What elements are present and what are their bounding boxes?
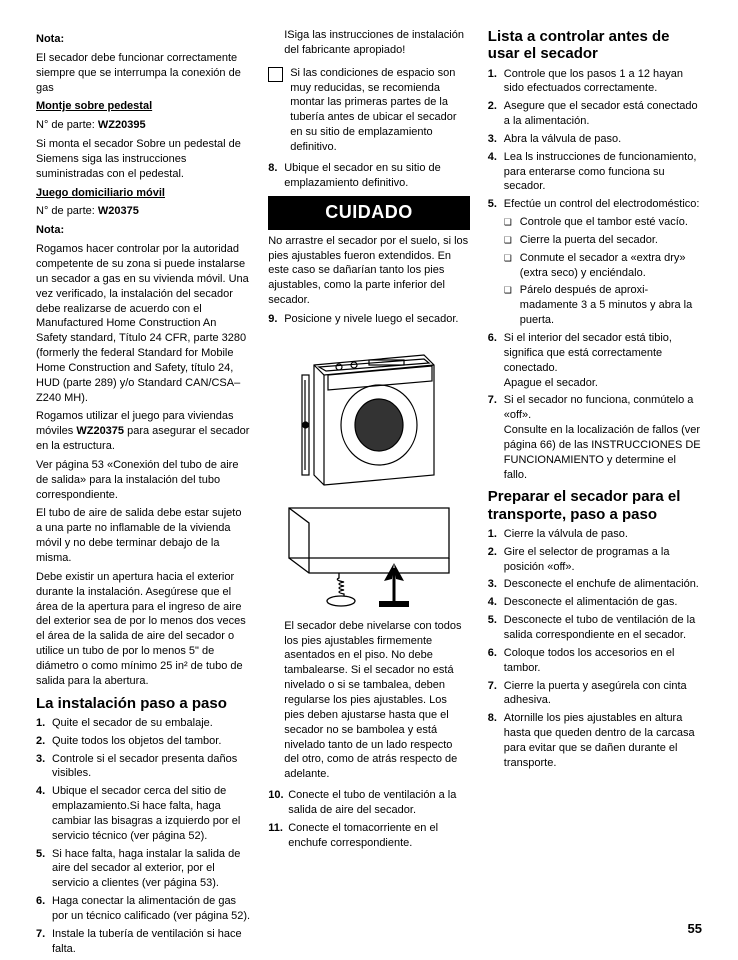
list-item: Abra la válvula de paso. (488, 132, 702, 147)
dryer-illustration (284, 335, 454, 495)
page-number: 55 (688, 920, 702, 938)
debe-text: Debe existir un apertura hacia el exteri… (36, 570, 250, 689)
list-item: Desconecte el enchufe de alimentación. (488, 577, 702, 592)
ver-pag: Ver página 53 «Conexión del tubo de aire… (36, 458, 250, 503)
sublist: Controle que el tambor esté vacío. Cierr… (504, 215, 702, 328)
montaje-label: Montje sobre pedestal (36, 99, 250, 114)
preparar-list: Cierre la válvula de paso. Gire el selec… (488, 527, 702, 771)
montaje-text: Si monta el secador Sobre un pedestal de… (36, 137, 250, 182)
step8-list: Ubique el secador en su sitio de emplaza… (268, 161, 470, 191)
step9-list: Posicione y nivele luego el secador. (268, 312, 470, 327)
list-item: Cierre la puerta y asegúrela con cinta a… (488, 679, 702, 709)
tubo-text: El tubo de aire de salida debe estar suj… (36, 506, 250, 565)
nota2-label: Nota: (36, 223, 250, 238)
list-item: Desconecte el alimentación de gas. (488, 595, 702, 610)
column-1: Nota: El secador debe funcionar correcta… (36, 28, 250, 960)
nota1-label: Nota: (36, 32, 250, 47)
list-item: Desconecte el tubo de ventilación de la … (488, 613, 702, 643)
rogamos2: Rogamos utilizar el juego para viviendas… (36, 409, 250, 454)
heading-instalacion: La instalación paso a paso (36, 695, 250, 712)
list-item: Controle que los pasos 1 a 12 hayan sido… (488, 67, 702, 97)
list-item: Lea ls instrucciones de funcionamiento, … (488, 150, 702, 195)
juego-label: Juego domiciliario móvil (36, 186, 250, 201)
list-item: Quite todos los objetos del tambor. (36, 734, 250, 749)
list-item: Cierre la válvula de paso. (488, 527, 702, 542)
rogamos1: Rogamos hacer controlar por la autoridad… (36, 242, 250, 405)
sublist-item: Cierre la puerta del secador. (504, 233, 702, 248)
sublist-item: Conmute el secador a «extra dry» (extra … (504, 251, 702, 281)
list-item: Ubique el secador cerca del sitio de emp… (36, 784, 250, 843)
nivel-text: El secador debe nivelarse con todos los … (268, 619, 470, 782)
list-item: Conecte el tubo de ventilación a la sali… (268, 788, 470, 818)
cuidado-banner: CUIDADO (268, 196, 470, 229)
checkbox-paragraph: Si las condiciones de espacio son muy re… (268, 66, 470, 155)
list-item: Si el secador no funciona, conmútelo a «… (488, 393, 702, 482)
three-column-layout: Nota: El secador debe funcionar correcta… (36, 28, 702, 960)
heading-lista: Lista a controlar antes de usar el secad… (488, 28, 702, 63)
list-item: Si hace falta, haga instalar la salida d… (36, 847, 250, 892)
step10-11-list: Conecte el tubo de ventilación a la sali… (268, 788, 470, 850)
column-3: Lista a controlar antes de usar el secad… (488, 28, 702, 960)
list-item: Haga conectar la alimentación de gas por… (36, 894, 250, 924)
list-item: Posicione y nivele luego el secador. (268, 312, 470, 327)
list-item: Gire el selector de programas a la posic… (488, 545, 702, 575)
sublist-item: Controle que el tambor esté vacío. (504, 215, 702, 230)
list-item: Ubique el secador en su sitio de emplaza… (268, 161, 470, 191)
foot-illustration (284, 503, 454, 613)
list-item: Coloque todos los accesorios en el tambo… (488, 646, 702, 676)
list-item: Efectúe un control del electrodoméstico:… (488, 197, 702, 328)
list-item: Atornille los pies ajustables en altura … (488, 711, 702, 770)
list-item: Controle si el secador presenta daños vi… (36, 752, 250, 782)
list-item: Asegure que el secador está conectado a … (488, 99, 702, 129)
siga-text: ISiga las instrucciones de instalación d… (268, 28, 470, 58)
nota1-text: El secador debe funcionar correctamente … (36, 51, 250, 96)
juego-partnum: N° de parte: W20375 (36, 204, 250, 219)
instalacion-list: Quite el secador de su embalaje. Quite t… (36, 716, 250, 957)
montaje-partnum: N° de parte: WZ20395 (36, 118, 250, 133)
column-2: ISiga las instrucciones de instalación d… (268, 28, 470, 960)
sublist-item: Párelo después de aproxi-madamente 3 a 5… (504, 283, 702, 328)
list-item: Conecte el tomacorriente en el enchufe c… (268, 821, 470, 851)
lista-list: Controle que los pasos 1 a 12 hayan sido… (488, 67, 702, 483)
heading-preparar: Preparar el secador para el transporte, … (488, 488, 702, 523)
cuidado-text: No arrastre el secador por el suelo, si … (268, 234, 470, 308)
list-item: Quite el secador de su embalaje. (36, 716, 250, 731)
list-item: Si el interior del secador está tibio, s… (488, 331, 702, 390)
list-item: Instale la tubería de ventilación si hac… (36, 927, 250, 957)
